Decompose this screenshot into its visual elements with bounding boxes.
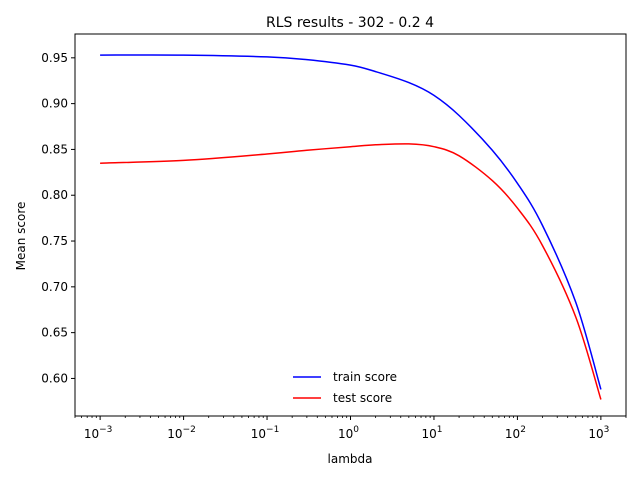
y-tick-label-7: 0.90 [41,97,68,111]
legend-label-2: test score [333,391,392,405]
y-tick-label-4: 0.75 [41,234,68,248]
y-tick-label-2: 0.65 [41,326,68,340]
plot-area: 10−3 10−2 10−1 100 101 102 1030.600.650.700.75… [41,33,627,441]
chart-title: RLS results - 302 - 0.2 4 [266,15,434,31]
series-line-1 [100,54,602,390]
y-tick-label-3: 0.70 [41,280,68,294]
y-tick-label-5: 0.80 [41,188,68,202]
x-axis-label: lambda [328,452,373,466]
y-tick-label-8: 0.95 [41,51,68,65]
y-tick-label-6: 0.85 [41,142,68,156]
legend-label-1: train score [333,370,397,384]
series-line-2 [100,143,602,400]
y-axis-label: Mean score [14,202,28,271]
legend: train score test score [293,370,397,405]
y-tick-label-1: 0.60 [41,371,68,385]
